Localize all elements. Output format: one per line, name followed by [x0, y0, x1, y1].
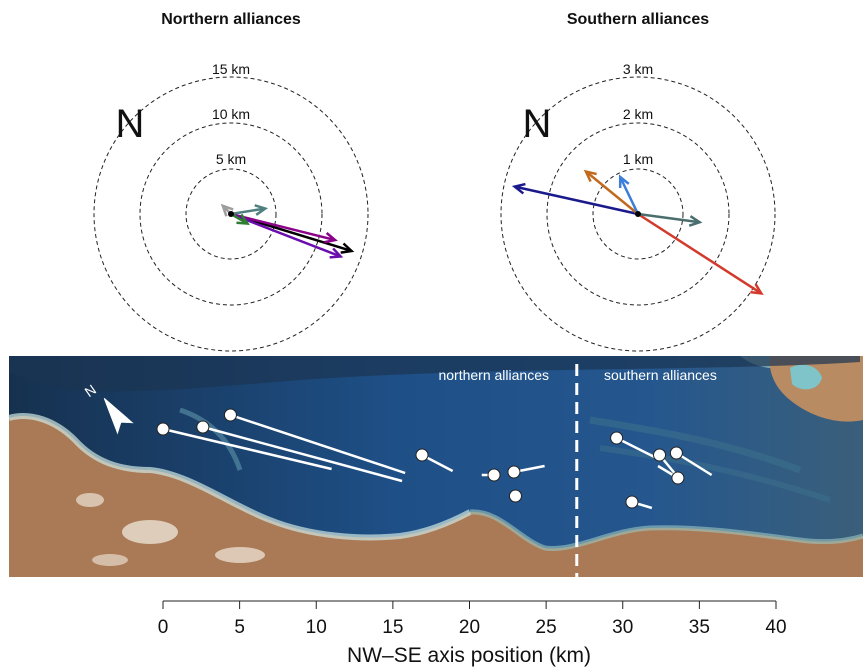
ring-label: 2 km	[623, 106, 653, 122]
tick-label: 0	[158, 617, 169, 638]
northern-alliances-label: northern alliances	[438, 367, 549, 383]
site-marker	[415, 448, 429, 462]
origin-point	[635, 211, 641, 217]
lagoon	[790, 364, 822, 390]
ring-label: 10 km	[212, 106, 250, 122]
southern-alliances-panel: Southern alliances 1 km 2 km 3 km N	[500, 11, 776, 352]
deep-water	[9, 356, 860, 392]
land-area	[9, 416, 863, 577]
x-axis: 0 5 10 15 20 25 30 35 40 NW–SE axis position (km…	[158, 600, 787, 667]
salt-pan	[122, 520, 178, 544]
origin-point	[228, 211, 234, 217]
tick-label: 10	[306, 617, 327, 638]
site-marker	[223, 408, 237, 422]
channel-streak	[589, 416, 802, 474]
range-ring	[93, 76, 369, 352]
arrow-head	[688, 215, 703, 227]
dispersal-arrow	[230, 212, 249, 225]
arrow-head	[618, 174, 630, 189]
salt-pan	[215, 547, 265, 563]
dispersal-arrows	[511, 169, 764, 296]
north-arrow	[103, 397, 134, 435]
tick-label: 40	[765, 617, 786, 638]
dispersal-arrow	[637, 212, 762, 295]
northern-alliances-panel: Northern alliances 5 km 10 km 15 km N	[93, 11, 369, 352]
site-marker	[671, 471, 685, 485]
arrow-head	[750, 283, 764, 296]
movement-line	[675, 451, 713, 477]
movement-line	[162, 427, 332, 471]
dispersal-arrow	[514, 185, 639, 216]
site-marker	[487, 468, 501, 482]
dispersal-arrow	[585, 170, 639, 215]
channel-streak	[179, 407, 243, 471]
tick-label: 35	[689, 617, 710, 638]
arrow-head	[329, 247, 344, 259]
site-marker	[610, 431, 624, 445]
tick-label: 30	[612, 617, 633, 638]
range-ring	[592, 168, 684, 260]
site-marker	[196, 420, 210, 434]
ring-label: 5 km	[216, 151, 246, 167]
arrow-head	[511, 182, 526, 195]
arrow-head	[583, 169, 597, 183]
southern-alliances-label: southern alliances	[604, 367, 717, 383]
arrow-head	[236, 213, 250, 226]
axis-ticks: 0 5 10 15 20 25 30 35 40	[158, 601, 787, 638]
dispersal-arrow	[637, 212, 700, 224]
tick-label: 20	[459, 617, 480, 638]
tick-label: 5	[234, 617, 245, 638]
site-marker	[625, 495, 639, 509]
movement-line	[202, 425, 403, 483]
tick-label: 15	[382, 617, 403, 638]
panel-title: Southern alliances	[567, 11, 709, 28]
salt-pan	[76, 493, 104, 507]
dispersal-arrow	[619, 176, 640, 215]
north-label: N	[116, 102, 145, 146]
arrow-head	[324, 232, 338, 244]
site-markers	[156, 408, 713, 510]
ring-label: 3 km	[623, 61, 653, 77]
coast-shoal	[8, 413, 472, 541]
range-ring	[500, 76, 776, 352]
dispersal-arrow	[230, 212, 336, 242]
ring-label: 15 km	[212, 61, 250, 77]
site-marker	[156, 422, 170, 436]
salt-pan	[92, 554, 128, 566]
site-marker	[508, 489, 522, 503]
range-ring	[546, 122, 730, 306]
movement-line	[616, 436, 658, 460]
channel-streak	[599, 445, 831, 503]
range-ring	[185, 168, 277, 260]
site-marker	[507, 465, 521, 479]
arrow-head	[340, 242, 355, 254]
satellite-map: N northern alliances southern alliances	[8, 356, 863, 577]
site-marker	[653, 448, 667, 462]
dispersal-arrow	[230, 207, 266, 216]
ring-label: 1 km	[623, 151, 653, 167]
arrow-head	[220, 203, 234, 217]
dispersal-arrows	[220, 203, 355, 259]
compass-needle	[103, 397, 134, 435]
panel-title: Northern alliances	[161, 11, 301, 28]
dispersal-arrow	[230, 212, 342, 258]
range-ring	[139, 122, 323, 306]
tick-label: 25	[536, 617, 557, 638]
arrow-head	[254, 204, 269, 216]
axis-title: NW–SE axis position (km)	[347, 644, 591, 667]
site-marker	[669, 446, 683, 460]
coast-shoal	[469, 509, 863, 551]
north-label: N	[523, 102, 552, 146]
movement-line	[230, 413, 406, 475]
